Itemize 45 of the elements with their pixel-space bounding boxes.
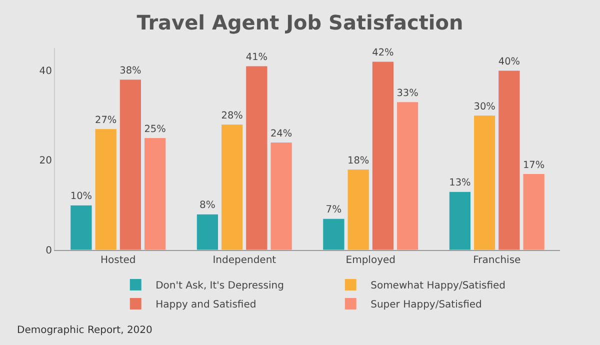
bar (94, 128, 117, 250)
data-label: 8% (200, 200, 216, 212)
bar (473, 115, 496, 250)
data-label: 17% (522, 160, 545, 171)
data-label: 13% (449, 178, 471, 189)
data-label: 38% (120, 65, 142, 76)
data-label: 10% (70, 191, 92, 202)
text: Demographic Report, 2020 (17, 325, 152, 336)
data-label: 7% (326, 204, 342, 216)
y-tick-label: 0 (46, 246, 52, 256)
y-tick-label: 20 (39, 156, 52, 167)
bar (498, 70, 520, 250)
bar (372, 61, 394, 250)
y-tick-label: 40 (39, 66, 52, 77)
bar (196, 214, 219, 250)
bar (70, 204, 92, 250)
bar (119, 79, 142, 250)
legend-label: Happy and Satisfied (156, 300, 256, 311)
bar (347, 168, 370, 250)
bar (322, 218, 345, 250)
bar (220, 124, 244, 250)
bar (270, 142, 292, 250)
legend-label: Somewhat Happy/Satisfied (370, 280, 506, 292)
data-label: 42% (372, 48, 394, 59)
chart-title: Travel Agent Job Satisfaction (136, 10, 464, 35)
x-tick-label: Hosted (100, 255, 136, 266)
legend-label: Don't Ask, It's Depressing (156, 280, 284, 292)
data-label: 41% (246, 52, 268, 64)
bar (448, 191, 472, 250)
x-tick-label: Franchise (473, 255, 521, 266)
data-label: 18% (347, 155, 370, 166)
x-tick-label: Independent (212, 255, 276, 266)
data-label: 30% (474, 101, 496, 112)
data-label: 24% (270, 128, 292, 140)
bar (144, 138, 166, 250)
bar (522, 173, 545, 250)
data-label: 25% (144, 124, 166, 135)
data-label: 27% (94, 114, 117, 126)
legend-label: Super Happy/Satisfied (370, 300, 482, 311)
bar (396, 102, 419, 250)
data-label: 40% (498, 56, 520, 68)
x-tick-label: Employed (346, 255, 396, 266)
data-label: 33% (396, 88, 418, 99)
bar (246, 66, 268, 250)
data-label: 28% (221, 110, 243, 122)
